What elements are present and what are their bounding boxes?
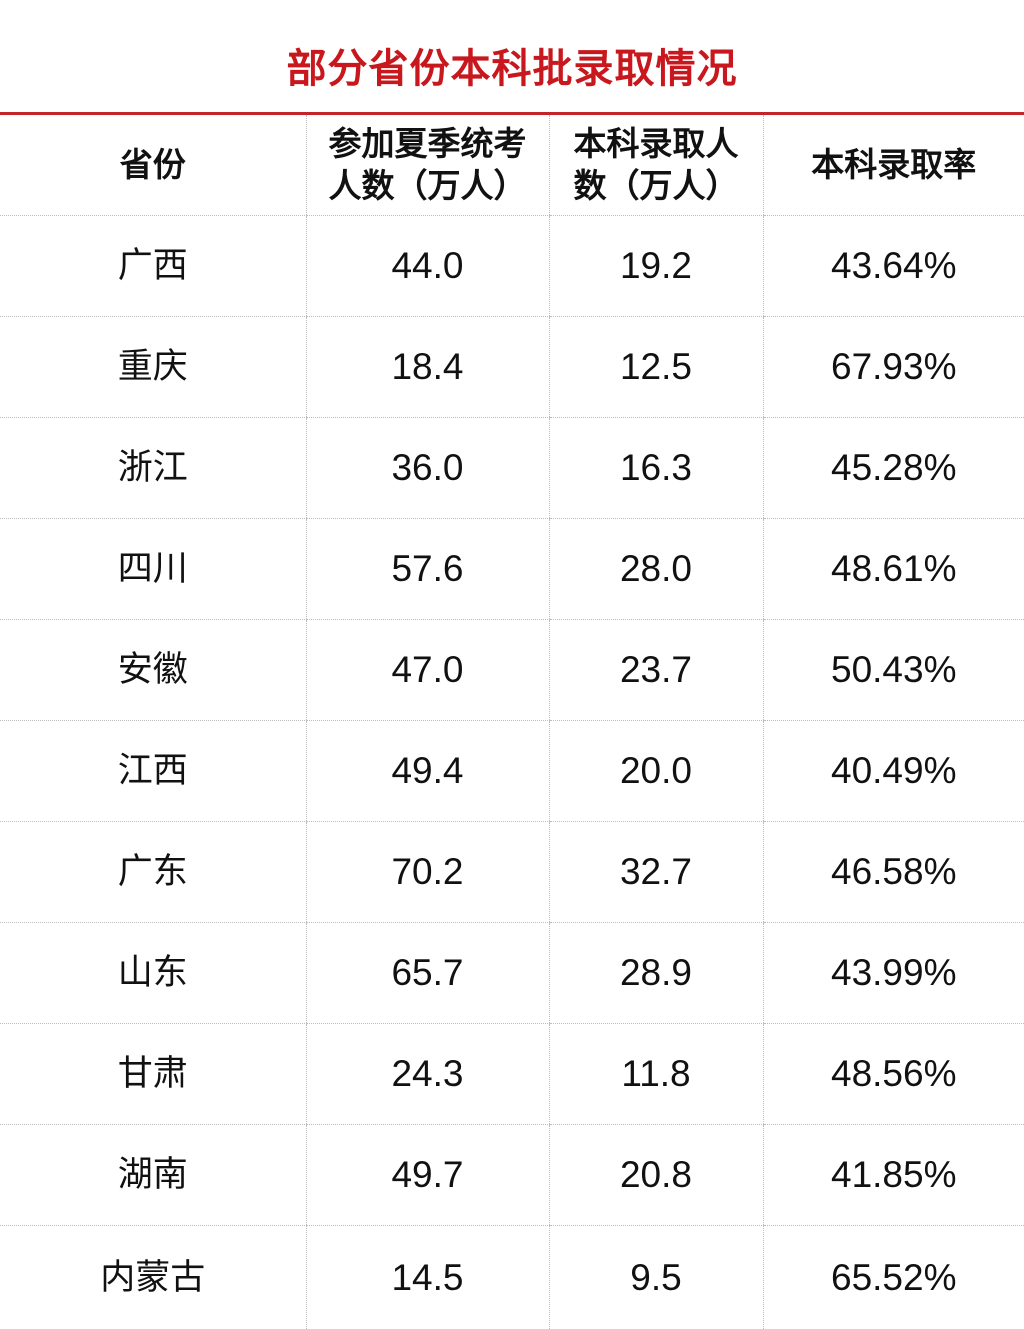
- province-cell: 湖南: [0, 1125, 306, 1226]
- admission-rate-cell: 65.52%: [763, 1226, 1024, 1329]
- admitted-cell: 9.5: [549, 1226, 763, 1329]
- exam-takers-cell: 14.5: [306, 1226, 549, 1329]
- province-cell: 江西: [0, 721, 306, 822]
- admitted-cell: 28.9: [549, 923, 763, 1024]
- admission-rate-cell: 67.93%: [763, 317, 1024, 418]
- header-province: 省份: [0, 115, 306, 216]
- province-cell: 甘肃: [0, 1024, 306, 1125]
- exam-takers-cell: 36.0: [306, 418, 549, 519]
- admission-rate-cell: 43.99%: [763, 923, 1024, 1024]
- admission-rate-cell: 48.61%: [763, 519, 1024, 620]
- province-cell: 广东: [0, 822, 306, 923]
- admission-rate-cell: 40.49%: [763, 721, 1024, 822]
- header-exam-takers: 参加夏季统考 人数（万人）: [306, 115, 549, 216]
- admitted-cell: 20.8: [549, 1125, 763, 1226]
- header-admitted-label: 本科录取人 数（万人）: [574, 123, 739, 207]
- header-admission-rate-label: 本科录取率: [811, 144, 976, 186]
- admission-rate-cell: 45.28%: [763, 418, 1024, 519]
- exam-takers-cell: 44.0: [306, 216, 549, 317]
- admission-rate-cell: 46.58%: [763, 822, 1024, 923]
- admitted-cell: 12.5: [549, 317, 763, 418]
- province-cell: 重庆: [0, 317, 306, 418]
- admission-rate-cell: 41.85%: [763, 1125, 1024, 1226]
- header-admitted: 本科录取人 数（万人）: [549, 115, 763, 216]
- province-cell: 广西: [0, 216, 306, 317]
- province-cell: 山东: [0, 923, 306, 1024]
- admitted-cell: 19.2: [549, 216, 763, 317]
- admitted-cell: 16.3: [549, 418, 763, 519]
- exam-takers-cell: 18.4: [306, 317, 549, 418]
- header-province-label: 省份: [120, 144, 186, 186]
- province-cell: 四川: [0, 519, 306, 620]
- table-header-row: 省份 参加夏季统考 人数（万人） 本科录取人 数（万人） 本科录取率: [0, 115, 1024, 216]
- admitted-cell: 11.8: [549, 1024, 763, 1125]
- admission-rate-cell: 43.64%: [763, 216, 1024, 317]
- province-cell: 内蒙古: [0, 1226, 306, 1329]
- province-cell: 安徽: [0, 620, 306, 721]
- exam-takers-cell: 49.4: [306, 721, 549, 822]
- exam-takers-cell: 57.6: [306, 519, 549, 620]
- admission-rate-cell: 50.43%: [763, 620, 1024, 721]
- exam-takers-cell: 70.2: [306, 822, 549, 923]
- admitted-cell: 28.0: [549, 519, 763, 620]
- admission-rate-cell: 48.56%: [763, 1024, 1024, 1125]
- admitted-cell: 20.0: [549, 721, 763, 822]
- exam-takers-cell: 47.0: [306, 620, 549, 721]
- exam-takers-cell: 24.3: [306, 1024, 549, 1125]
- admitted-cell: 32.7: [549, 822, 763, 923]
- exam-takers-cell: 65.7: [306, 923, 549, 1024]
- header-exam-takers-label: 参加夏季统考 人数（万人）: [329, 123, 527, 207]
- admitted-cell: 23.7: [549, 620, 763, 721]
- province-cell: 浙江: [0, 418, 306, 519]
- header-admission-rate: 本科录取率: [763, 115, 1024, 216]
- exam-takers-cell: 49.7: [306, 1125, 549, 1226]
- page-title: 部分省份本科批录取情况: [0, 39, 1024, 99]
